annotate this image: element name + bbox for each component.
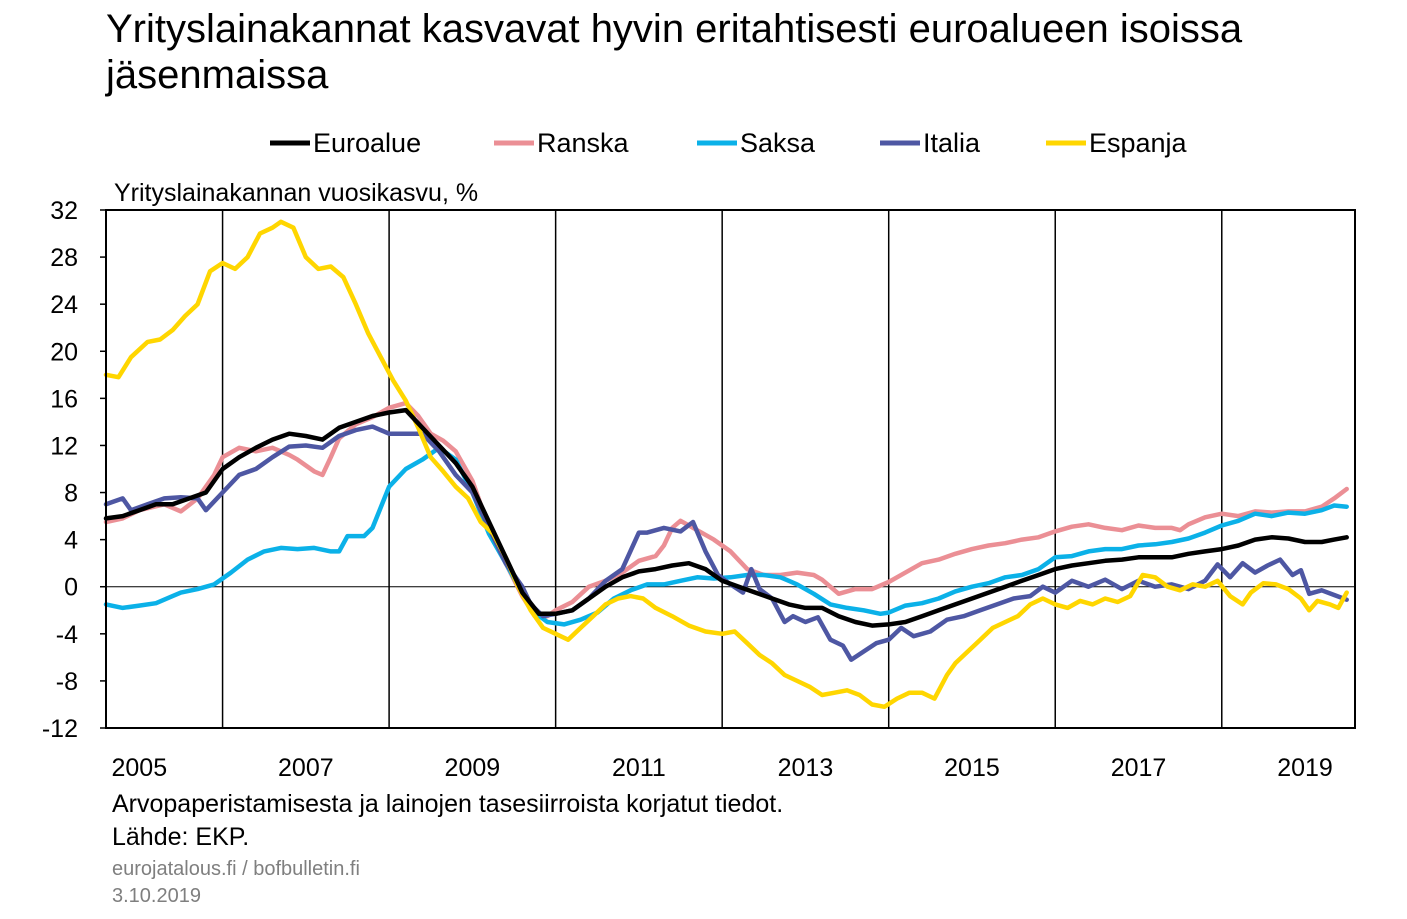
y-tick-label-7: 4	[64, 527, 78, 555]
x-axis: 2005 2007 2009 2011 2013 2015 2017 2019	[111, 754, 1332, 782]
y-axis: 32 28 24 20 16 12 8 4 0 -4 -8 -12	[42, 197, 106, 743]
y-tick-label-10: -8	[56, 668, 78, 696]
x-tick-label-0: 2005	[111, 754, 167, 782]
x-tick-label-5: 2015	[944, 754, 1000, 782]
y-tick-label-2: 24	[50, 291, 78, 319]
legend: Euroalue Ranska Saksa Italia Espanja	[270, 128, 1188, 158]
gridlines	[106, 210, 1355, 728]
series-lines	[103, 219, 1349, 710]
legend-label-ranska: Ranska	[537, 128, 630, 158]
y-tick-label-1: 28	[50, 244, 78, 272]
y-tick-label-9: -4	[56, 621, 78, 649]
x-tick-label-3: 2011	[612, 754, 666, 782]
legend-label-italia: Italia	[923, 128, 981, 158]
publish-date: 3.10.2019	[112, 885, 201, 907]
chart-title: Yrityslainakannat kasvavat hyvin eritaht…	[106, 7, 1243, 97]
footnote: Arvopaperistamisesta ja lainojen tasesii…	[112, 790, 784, 818]
x-tick-label-2: 2009	[445, 754, 501, 782]
legend-label-espanja: Espanja	[1089, 128, 1188, 158]
series-line-espanja	[103, 219, 1349, 710]
y-tick-label-8: 0	[64, 574, 78, 602]
x-tick-label-1: 2007	[278, 754, 334, 782]
legend-label-saksa: Saksa	[740, 128, 816, 158]
x-tick-label-7: 2019	[1277, 754, 1333, 782]
y-axis-label: Yrityslainakannan vuosikasvu, %	[114, 179, 478, 207]
plot-frame	[105, 209, 1356, 729]
y-tick-label-4: 16	[50, 385, 78, 413]
y-tick-label-11: -12	[42, 715, 78, 743]
x-tick-label-4: 2013	[778, 754, 834, 782]
x-tick-label-6: 2017	[1111, 754, 1167, 782]
site-credit: eurojatalous.fi / bofbulletin.fi	[112, 858, 360, 880]
y-tick-label-3: 20	[50, 338, 78, 366]
y-tick-label-5: 12	[50, 432, 78, 460]
y-tick-label-0: 32	[50, 197, 78, 225]
legend-label-euroalue: Euroalue	[313, 128, 421, 158]
series-line-euroalue	[103, 407, 1349, 628]
series-line-saksa	[103, 445, 1349, 627]
source-note: Lähde: EKP.	[112, 823, 250, 851]
y-tick-label-6: 8	[64, 480, 78, 508]
